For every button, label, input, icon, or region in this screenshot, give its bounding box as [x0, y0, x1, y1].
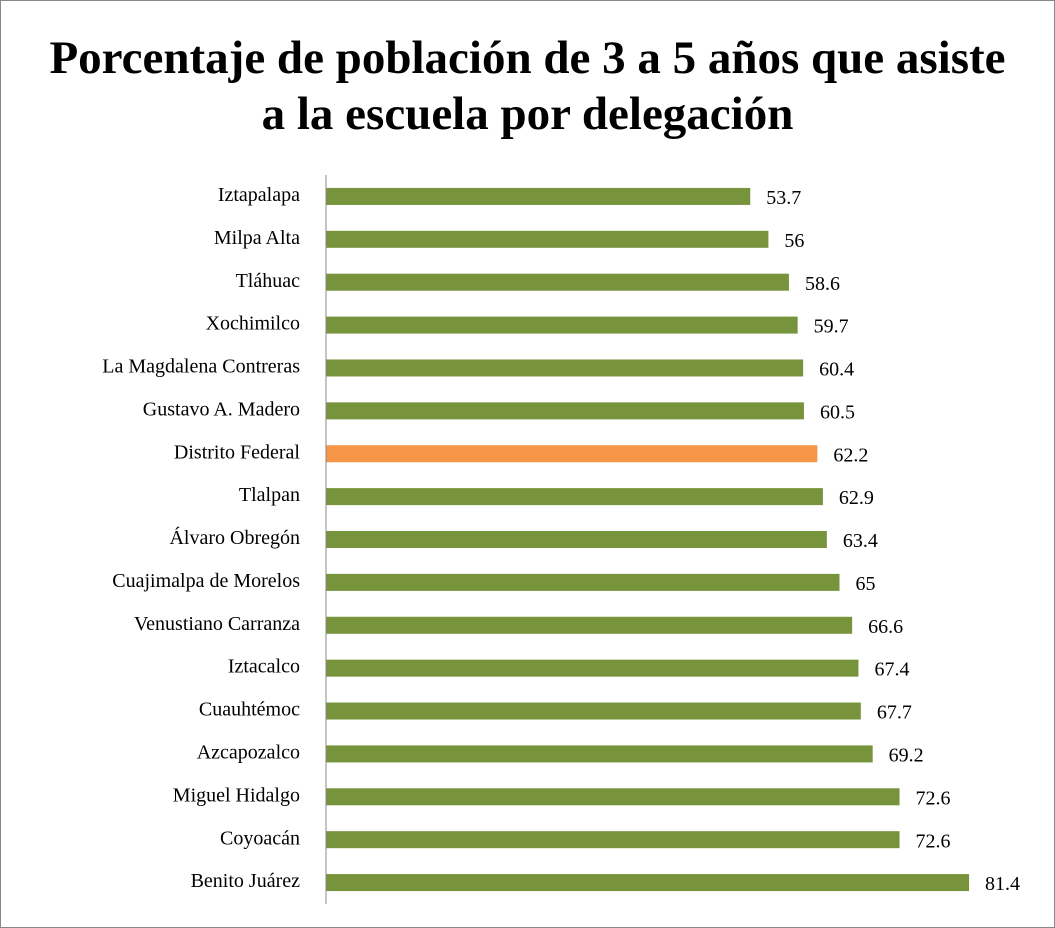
data-label: 69.2	[889, 745, 924, 767]
data-label: 65	[856, 573, 876, 595]
bar	[326, 445, 818, 463]
bar	[326, 316, 798, 334]
y-tick-label: Benito Juárez	[191, 870, 301, 892]
bar	[326, 402, 804, 420]
y-tick-label: Miguel Hidalgo	[173, 784, 300, 806]
bar	[326, 230, 769, 248]
chart-title: Porcentaje de población de 3 a 5 años qu…	[49, 32, 1006, 140]
data-label: 60.5	[820, 401, 855, 423]
y-tick-label: Xochimilco	[206, 313, 300, 335]
y-tick-label: Gustavo A. Madero	[143, 398, 300, 420]
y-tick-label: Milpa Alta	[214, 227, 300, 249]
y-tick-label: Coyoacán	[220, 827, 300, 849]
bar	[326, 659, 859, 677]
bar	[326, 745, 873, 763]
data-label: 67.7	[877, 702, 912, 724]
data-label: 60.4	[819, 359, 854, 381]
data-label: 59.7	[814, 316, 849, 338]
bar	[326, 573, 840, 591]
bar	[326, 788, 900, 806]
bar	[326, 702, 861, 720]
y-tick-label: Distrito Federal	[174, 441, 301, 463]
data-label: 53.7	[766, 187, 801, 209]
y-tick-label: Venustiano Carranza	[134, 613, 300, 635]
bar	[326, 616, 853, 634]
bar	[326, 273, 789, 291]
y-tick-label: Álvaro Obregón	[169, 526, 300, 549]
bar	[326, 831, 900, 849]
data-label: 56	[784, 230, 804, 252]
y-tick-label: Cuajimalpa de Morelos	[112, 570, 300, 592]
data-label: 72.6	[916, 830, 951, 852]
y-tick-label: Tláhuac	[236, 270, 301, 292]
data-label: 62.2	[833, 444, 868, 466]
data-label: 81.4	[985, 873, 1020, 895]
y-tick-label: Azcapozalco	[197, 742, 300, 764]
bar	[326, 488, 823, 506]
bar	[326, 874, 970, 892]
bar	[326, 359, 804, 377]
y-tick-label: La Magdalena Contreras	[102, 356, 300, 378]
y-tick-label: Cuauhtémoc	[199, 699, 300, 721]
y-tick-label: Iztapalapa	[218, 184, 300, 206]
data-label: 63.4	[843, 530, 878, 552]
data-label: 66.6	[868, 616, 903, 638]
data-label: 62.9	[839, 487, 874, 509]
data-label: 67.4	[874, 659, 909, 681]
bar	[326, 187, 751, 205]
data-label: 58.6	[805, 273, 840, 295]
y-tick-label: Iztacalco	[228, 656, 300, 678]
y-tick-label: Tlalpan	[239, 484, 300, 506]
data-label: 72.6	[916, 787, 951, 809]
bar	[326, 531, 827, 548]
